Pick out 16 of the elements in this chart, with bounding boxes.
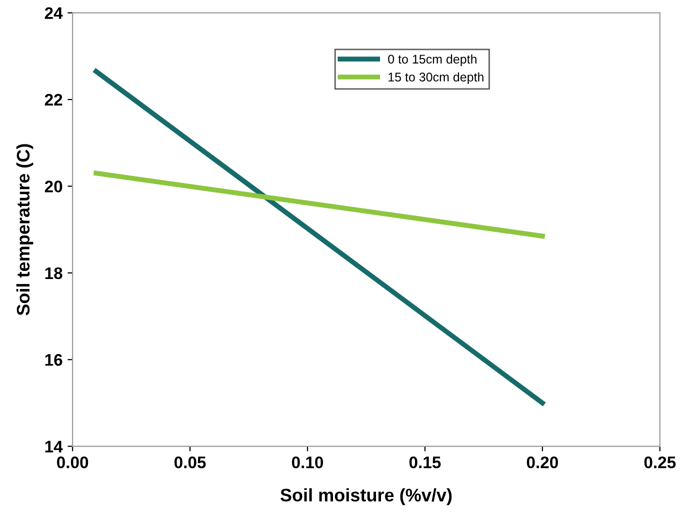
x-tick-label: 0.10 bbox=[292, 456, 324, 468]
y-tick-label: 20 bbox=[44, 180, 62, 192]
y-axis-title: Soil temperature (C) bbox=[16, 144, 34, 316]
x-tick-label: 0.05 bbox=[174, 456, 206, 468]
x-tick-label: 0.25 bbox=[644, 456, 676, 468]
y-tick-label: 14 bbox=[45, 440, 63, 452]
legend-label: 0 to 15cm depth bbox=[388, 54, 476, 66]
y-tick-label: 16 bbox=[45, 354, 62, 366]
legend-label: 15 to 30cm depth bbox=[388, 72, 484, 84]
y-tick-label: 24 bbox=[44, 7, 63, 19]
x-tick-label: 0.15 bbox=[409, 456, 441, 468]
x-tick-label: 0.00 bbox=[56, 456, 88, 468]
y-tick-label: 18 bbox=[45, 267, 62, 280]
y-tick-label: 22 bbox=[44, 94, 62, 106]
x-tick-label: 0.20 bbox=[526, 456, 558, 468]
x-axis-title: Soil moisture (%v/v) bbox=[280, 488, 452, 506]
